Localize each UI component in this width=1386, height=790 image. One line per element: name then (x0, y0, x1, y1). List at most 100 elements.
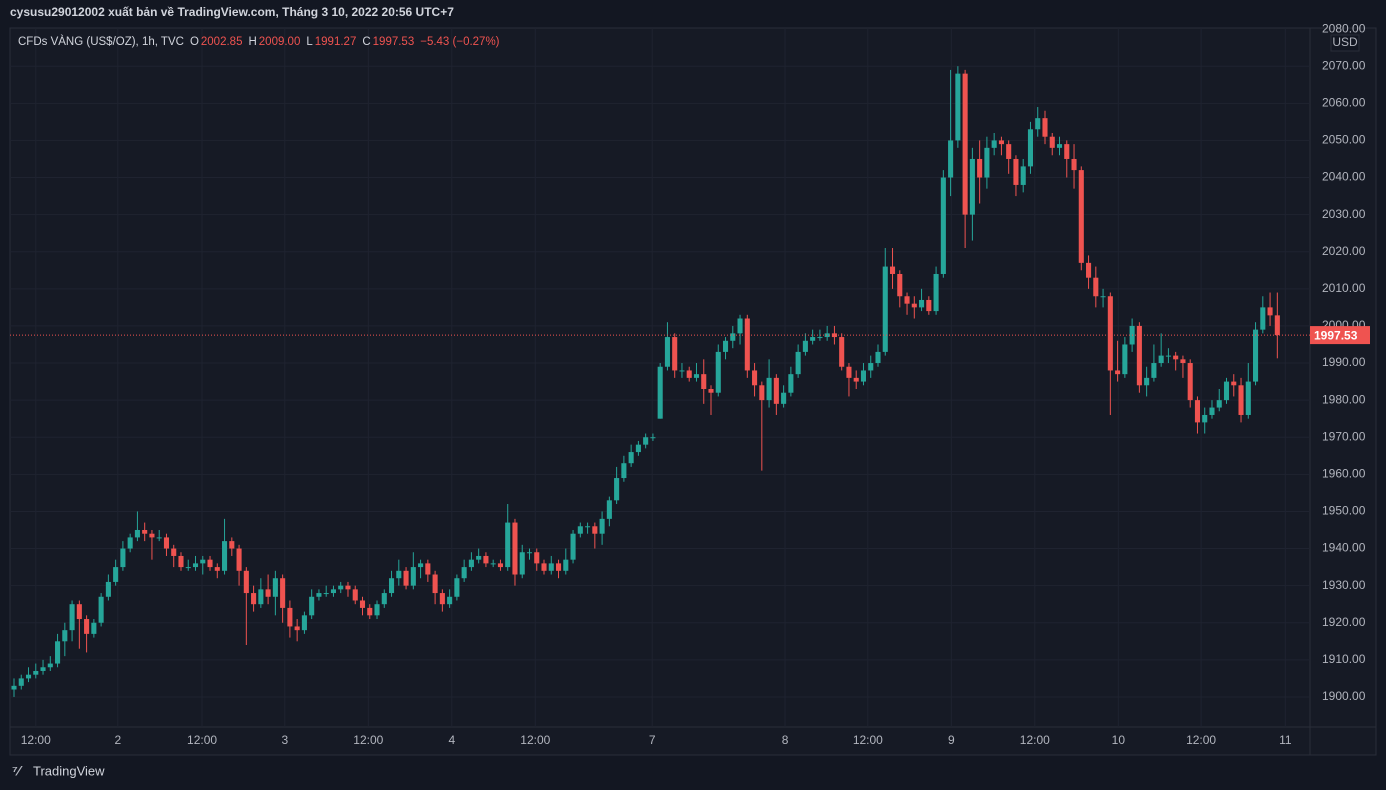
candle-body (635, 444, 641, 453)
legend-key: C (362, 36, 370, 48)
candle-body (1042, 118, 1048, 137)
candle-body (998, 140, 1004, 145)
candle-body (1056, 144, 1063, 148)
candle-body (643, 437, 649, 445)
candle-body (1035, 118, 1041, 130)
candle-body (1253, 329, 1259, 382)
candle-body (897, 273, 903, 297)
candle-body (389, 578, 395, 594)
candle-body (18, 678, 24, 686)
candle-body (105, 581, 111, 597)
x-tick-label: 2 (114, 733, 121, 747)
candle-body (940, 177, 946, 274)
x-tick-label: 12:00 (520, 733, 550, 747)
y-tick-label: 2050.00 (1322, 133, 1366, 147)
y-tick-label: 2010.00 (1322, 281, 1366, 295)
candle-body (752, 370, 758, 386)
candle-body (730, 333, 736, 341)
candle-body (534, 552, 540, 564)
candle-body (1151, 363, 1157, 378)
candle-body (294, 626, 300, 631)
candle-body (316, 593, 322, 597)
candle-body (839, 337, 845, 367)
last-price-box (1310, 326, 1370, 345)
candle-body (708, 389, 714, 393)
candle-body (621, 463, 627, 479)
candle-body (207, 559, 213, 568)
candle-body (497, 563, 503, 568)
candle-body (287, 607, 293, 627)
candle-body (432, 574, 438, 594)
candle-body (512, 522, 518, 575)
candle-body (338, 585, 344, 590)
candle-body (868, 363, 874, 371)
candle-body (1231, 381, 1237, 386)
candle-body (1086, 262, 1092, 278)
candle-body (33, 670, 39, 675)
candle-body (577, 526, 583, 534)
legend-key: L (306, 36, 313, 48)
candle-body (1122, 344, 1128, 375)
chart-frame (9, 27, 1377, 756)
candle-body (418, 563, 424, 568)
legend-key: H (248, 36, 256, 48)
y-tick-label: 2080.00 (1322, 21, 1366, 35)
candle-body (585, 526, 591, 528)
candle-body (1006, 144, 1012, 159)
candle-body (113, 567, 119, 582)
y-tick-label: 2030.00 (1322, 207, 1366, 221)
candle-body (984, 147, 990, 178)
candle-body (1223, 381, 1230, 401)
candle-body (1274, 315, 1280, 336)
candle-body (962, 73, 968, 215)
candle-body (396, 570, 402, 579)
candle-body (55, 641, 61, 664)
candle-body (505, 522, 511, 568)
candle-body (701, 374, 707, 390)
candle-body (570, 533, 576, 560)
x-tick-label: 4 (448, 733, 455, 747)
candle-body (11, 685, 17, 690)
candle-body (1173, 355, 1179, 360)
candle-body (229, 541, 235, 549)
candle-body (76, 604, 82, 620)
x-tick-label: 12:00 (1186, 733, 1216, 747)
candle-body (977, 158, 983, 178)
candle-body (846, 366, 852, 378)
candle-body (330, 589, 336, 594)
candle-body (1187, 363, 1193, 401)
candle-body (817, 337, 823, 339)
x-tick-label: 12:00 (187, 733, 217, 747)
candle-body (948, 140, 954, 178)
candle-body (628, 452, 634, 464)
candle-body (120, 548, 126, 568)
candle-body (831, 333, 837, 338)
candle-body (461, 567, 467, 579)
y-tick-label: 2060.00 (1322, 95, 1366, 109)
candle-body (222, 541, 228, 571)
candle-body (664, 337, 670, 367)
candle-body (563, 559, 569, 571)
candle-body (1144, 377, 1150, 386)
y-tick-label: 1980.00 (1322, 392, 1366, 406)
candle-body (686, 370, 692, 378)
candle-body (592, 526, 598, 534)
candle-body (744, 318, 750, 371)
candle-body (1180, 359, 1186, 364)
candle-body (265, 589, 271, 597)
candle-body (142, 529, 148, 534)
candle-body (359, 600, 366, 608)
candle-body (926, 299, 932, 312)
candle-body (788, 374, 794, 393)
candle-body (447, 596, 453, 605)
y-tick-label: 2070.00 (1322, 58, 1366, 72)
footer: TradingView (33, 763, 105, 778)
candle-body (1107, 296, 1113, 371)
x-tick-label: 12:00 (1020, 733, 1050, 747)
candle-body (25, 674, 32, 679)
candle-body (200, 559, 206, 564)
y-tick-label: 1930.00 (1322, 578, 1366, 592)
candle-body (381, 593, 387, 605)
candle-body (1078, 170, 1084, 263)
